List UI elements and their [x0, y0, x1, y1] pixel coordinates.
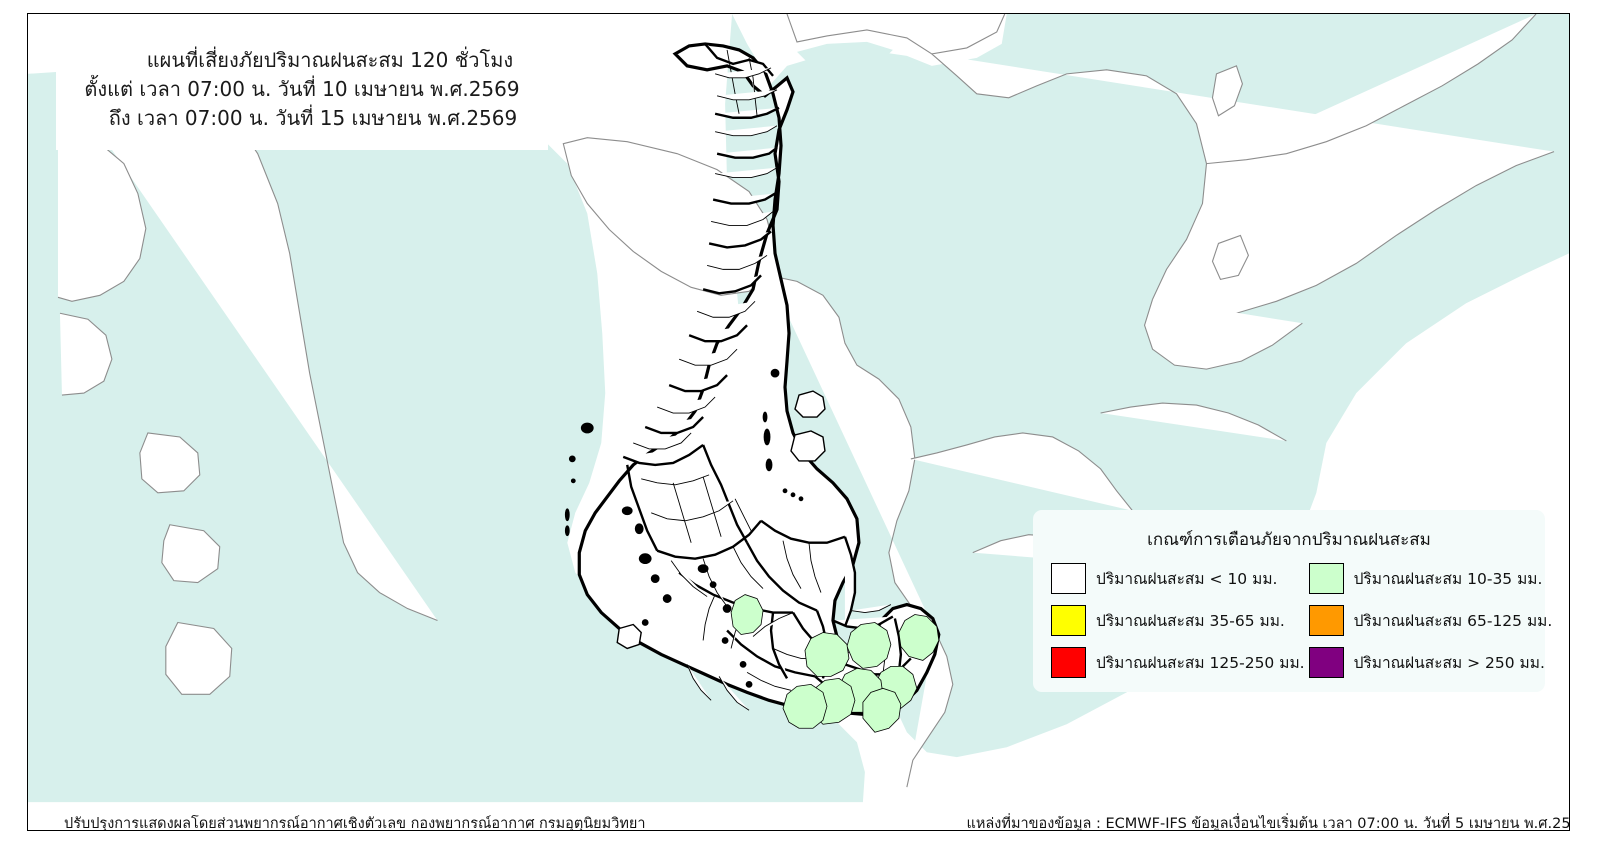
- legend-swatch-125-250: [1051, 647, 1086, 678]
- legend-title: เกณฑ์การเตือนภัยจากปริมาณฝนสะสม: [1147, 530, 1431, 550]
- rain-area-8: [862, 687, 902, 733]
- title-line-3: ถึง เวลา 07:00 น. วันที่ 15 เมษายน พ.ศ.2…: [108, 105, 518, 130]
- legend-swatch-65-125: [1308, 605, 1344, 636]
- legend-label-lt-10: ปริมาณฝนสะสม < 10 มม.: [1096, 570, 1278, 588]
- district-borders: [633, 49, 892, 711]
- thailand-landmass: [564, 42, 941, 733]
- rain-area-5: [804, 632, 850, 677]
- legend-swatch-10-35: [1308, 563, 1344, 594]
- neighbouring-countries: [57, 14, 1555, 788]
- legend-label-35-65: ปริมาณฝนสะสม 35-65 มม.: [1096, 612, 1285, 630]
- title-line-2: ตั้งแต่ เวลา 07:00 น. วันที่ 10 เมษายน พ…: [84, 76, 520, 101]
- legend-item-gt-250[interactable]: ปริมาณฝนสะสม > 250 มม.: [1308, 647, 1553, 678]
- map-frame: แผนที่เสี่ยงภัยปริมาณฝนสะสม 120 ชั่วโมง …: [27, 13, 1570, 831]
- legend-label-10-35: ปริมาณฝนสะสม 10-35 มม.: [1353, 570, 1543, 588]
- offshore-islands-outline: [616, 390, 826, 650]
- legend-panel: เกณฑ์การเตือนภัยจากปริมาณฝนสะสม ปริมาณฝน…: [1033, 510, 1552, 692]
- map-title-block: แผนที่เสี่ยงภัยปริมาณฝนสะสม 120 ชั่วโมง …: [56, 28, 548, 150]
- rain-area-7: [782, 683, 828, 729]
- title-line-1: แผนที่เสี่ยงภัยปริมาณฝนสะสม 120 ชั่วโมง: [146, 47, 514, 72]
- legend-item-35-65[interactable]: ปริมาณฝนสะสม 35-65 มม.: [1051, 605, 1305, 636]
- legend-item-lt-10[interactable]: ปริมาณฝนสะสม < 10 มม.: [1051, 563, 1305, 594]
- legend-swatch-gt-250: [1308, 647, 1344, 678]
- footer-source: แหล่งที่มาของข้อมูล : ECMWF-IFS ข้อมูลเง…: [966, 816, 1570, 831]
- legend-item-10-35[interactable]: ปริมาณฝนสะสม 10-35 มม.: [1308, 563, 1553, 594]
- legend-label-65-125: ปริมาณฝนสะสม 65-125 มม.: [1353, 612, 1553, 630]
- legend-item-125-250[interactable]: ปริมาณฝนสะสม 125-250 มม.: [1051, 647, 1305, 678]
- map-canvas: [28, 14, 1569, 830]
- footer-credit: ปรับปรุงการแสดงผลโดยส่วนพยากรณ์อากาศเชิง…: [64, 816, 646, 831]
- legend-swatch-35-65: [1051, 605, 1086, 636]
- rain-area-2: [898, 614, 940, 661]
- legend-label-gt-250: ปริมาณฝนสะสม > 250 มม.: [1353, 654, 1545, 672]
- offshore-islands: [564, 368, 804, 688]
- legend-swatch-lt-10: [1051, 563, 1086, 594]
- legend-items: ปริมาณฝนสะสม < 10 มม. ปริมาณฝนสะสม 10-35…: [1033, 563, 1552, 678]
- rain-area-4: [846, 622, 892, 669]
- upper-gulf-notch: [797, 41, 893, 70]
- footer-strip: ปรับปรุงการแสดงผลโดยส่วนพยากรณ์อากาศเชิง…: [56, 803, 1570, 831]
- legend-label-125-250: ปริมาณฝนสะสม 125-250 มม.: [1096, 654, 1305, 672]
- rain-area-9: [730, 594, 764, 635]
- highlighted-rain-areas: [730, 594, 940, 733]
- legend-item-65-125[interactable]: ปริมาณฝนสะสม 65-125 มม.: [1308, 605, 1553, 636]
- map-geometry: [28, 14, 1569, 830]
